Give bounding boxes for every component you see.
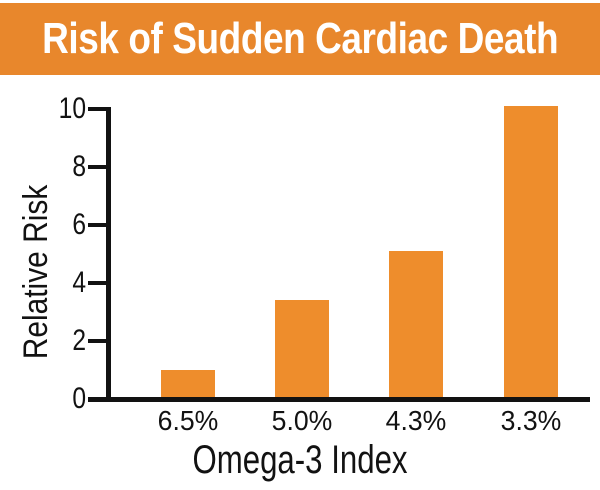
chart-title: Risk of Sudden Cardiac Death	[41, 14, 559, 63]
y-tick-mark	[88, 164, 110, 170]
y-tick-label: 6	[72, 208, 86, 241]
x-tick-label: 5.0%	[271, 405, 333, 436]
y-tick-label: 10	[58, 92, 86, 125]
x-tick-label: 6.5%	[157, 405, 219, 436]
bar-5.0%	[275, 300, 330, 399]
bar-6.5%	[161, 370, 215, 399]
x-axis-title: Omega-3 Index	[192, 438, 408, 482]
bar-3.3%	[503, 106, 558, 399]
y-tick-mark	[88, 222, 110, 228]
x-tick-label: 4.3%	[386, 405, 447, 436]
y-tick-label: 0	[72, 382, 86, 415]
y-tick-mark	[88, 106, 110, 112]
x-tick-label: 3.3%	[500, 405, 561, 436]
chart-title-banner: Risk of Sudden Cardiac Death	[0, 3, 600, 75]
y-tick-mark	[88, 338, 110, 344]
y-axis-line	[106, 107, 111, 401]
bar-4.3%	[389, 251, 444, 399]
x-axis-line	[88, 397, 590, 402]
y-tick-label: 8	[72, 150, 86, 183]
y-tick-mark	[88, 280, 110, 286]
y-tick-label: 4	[72, 266, 86, 299]
y-tick-label: 2	[72, 324, 86, 357]
